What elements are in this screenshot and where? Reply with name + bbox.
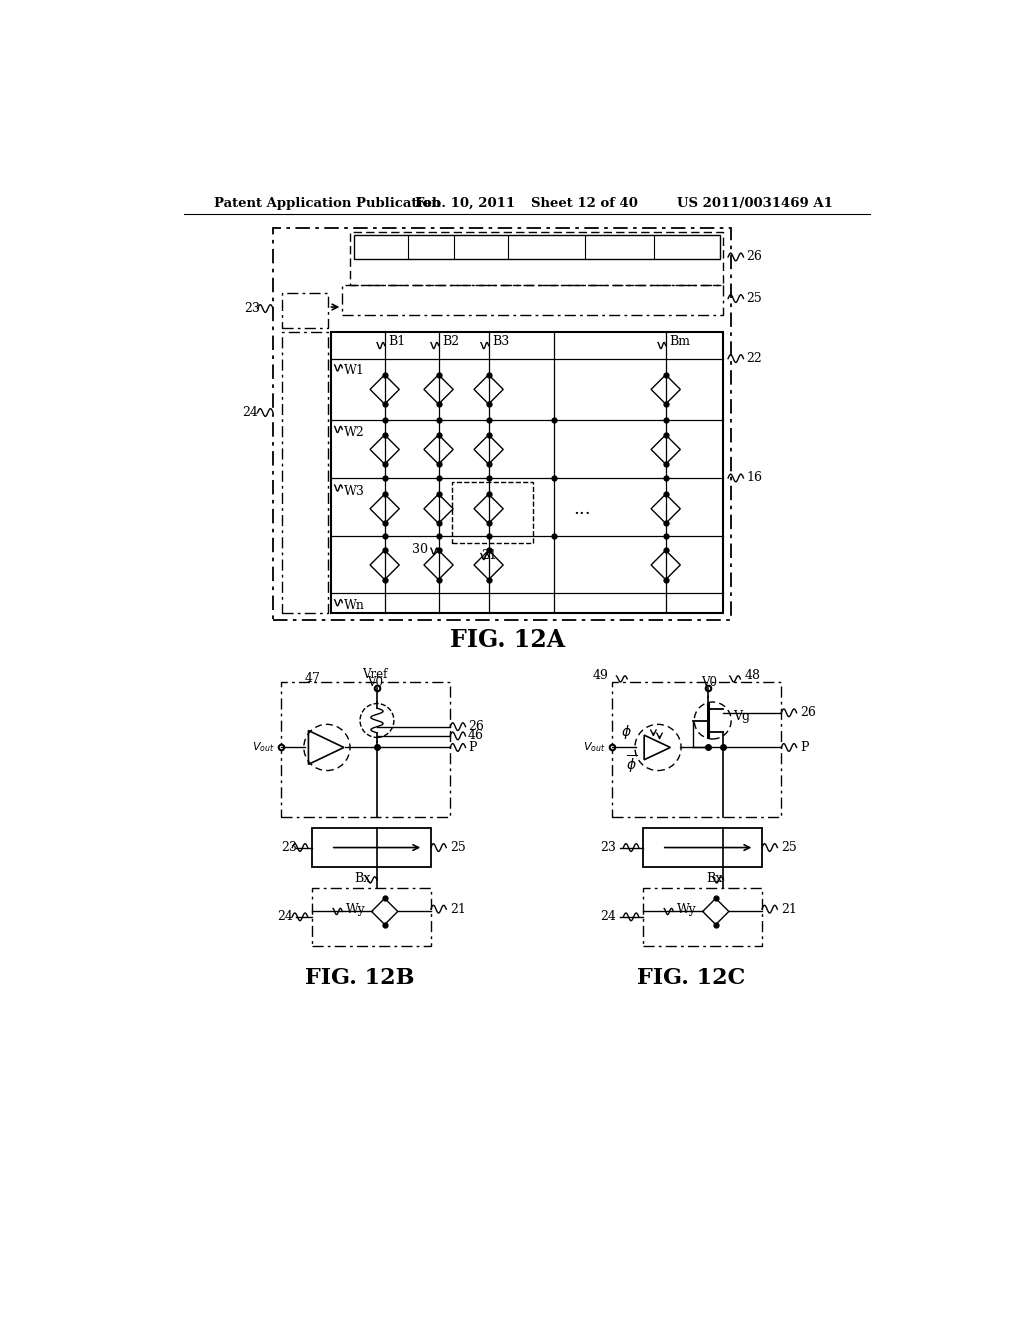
Text: 48: 48 <box>745 669 761 682</box>
Text: 24: 24 <box>243 407 258 418</box>
Text: B3: B3 <box>493 335 510 348</box>
Bar <box>283 293 329 327</box>
Bar <box>342 285 724 314</box>
Bar <box>281 682 451 817</box>
Text: Wy: Wy <box>677 903 697 916</box>
Text: V0: V0 <box>368 676 383 689</box>
Bar <box>311 829 431 867</box>
Bar <box>331 331 724 612</box>
Text: 23: 23 <box>600 841 616 854</box>
Bar <box>354 235 720 259</box>
Text: P: P <box>468 741 476 754</box>
Text: 16: 16 <box>746 471 763 484</box>
Text: $\phi$: $\phi$ <box>621 723 632 741</box>
Text: W2: W2 <box>344 426 365 440</box>
Text: $\overline{\phi}$: $\overline{\phi}$ <box>626 754 637 776</box>
Text: Bm: Bm <box>670 335 690 348</box>
Text: Feb. 10, 2011: Feb. 10, 2011 <box>416 197 516 210</box>
Text: 24: 24 <box>600 911 616 924</box>
Bar <box>283 331 329 612</box>
Text: 26: 26 <box>801 706 816 719</box>
Bar <box>643 888 762 946</box>
Text: FIG. 12C: FIG. 12C <box>637 968 745 990</box>
Text: 21: 21 <box>481 549 497 562</box>
Text: V0: V0 <box>701 676 718 689</box>
Text: FIG. 12A: FIG. 12A <box>451 627 565 652</box>
Text: $V_{out}$: $V_{out}$ <box>583 741 605 754</box>
Text: Wn: Wn <box>344 599 365 612</box>
Text: B1: B1 <box>388 335 406 348</box>
Text: Patent Application Publication: Patent Application Publication <box>214 197 440 210</box>
Text: 23: 23 <box>245 302 260 315</box>
Text: Bx: Bx <box>354 871 370 884</box>
Text: $V_{out}$: $V_{out}$ <box>252 741 274 754</box>
Text: W1: W1 <box>344 364 365 378</box>
Text: 26: 26 <box>468 721 483 733</box>
Text: US 2011/0031469 A1: US 2011/0031469 A1 <box>677 197 834 210</box>
Text: 23: 23 <box>281 841 297 854</box>
Text: 46: 46 <box>468 730 483 742</box>
Bar <box>311 888 431 946</box>
Bar <box>611 682 781 817</box>
Text: ...: ... <box>573 500 591 517</box>
Text: P: P <box>801 741 809 754</box>
Text: Sheet 12 of 40: Sheet 12 of 40 <box>531 197 638 210</box>
Bar <box>350 231 724 285</box>
Text: FIG. 12B: FIG. 12B <box>305 968 415 990</box>
Text: Bx: Bx <box>707 871 723 884</box>
Text: 21: 21 <box>451 903 466 916</box>
Text: Wy: Wy <box>346 903 366 916</box>
Text: 24: 24 <box>276 911 293 924</box>
Text: Vg: Vg <box>733 710 750 723</box>
Text: 25: 25 <box>746 292 762 305</box>
Bar <box>273 228 731 620</box>
Bar <box>453 482 534 544</box>
Text: 49: 49 <box>593 669 608 682</box>
Text: 26: 26 <box>746 251 763 264</box>
Text: B2: B2 <box>442 335 460 348</box>
Text: Vref: Vref <box>361 668 387 681</box>
Text: 22: 22 <box>746 352 762 366</box>
Text: W3: W3 <box>344 484 365 498</box>
Text: 30: 30 <box>412 543 428 556</box>
Bar <box>643 829 762 867</box>
Text: 47: 47 <box>304 672 321 685</box>
Text: 25: 25 <box>451 841 466 854</box>
Text: 25: 25 <box>781 841 797 854</box>
Text: 21: 21 <box>781 903 797 916</box>
